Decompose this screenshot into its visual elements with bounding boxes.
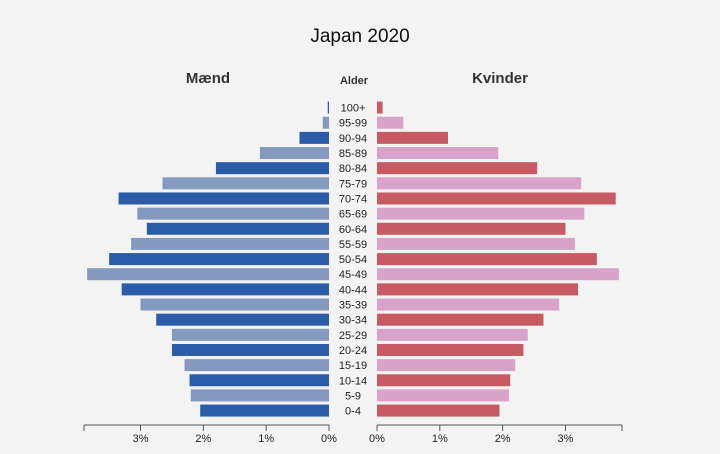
female-bar-40-44 bbox=[377, 283, 579, 296]
female-bar-50-54 bbox=[377, 253, 597, 266]
male-bar-50-54 bbox=[109, 253, 329, 266]
female-bar-20-24 bbox=[377, 343, 524, 356]
female-bar-25-29 bbox=[377, 328, 528, 341]
male-side-title: Mænd bbox=[186, 70, 230, 87]
female-tick-label-0: 0% bbox=[369, 433, 385, 445]
male-bar-30-34 bbox=[156, 313, 329, 326]
age-label-70-74: 70-74 bbox=[339, 193, 367, 205]
age-label-20-24: 20-24 bbox=[339, 345, 367, 357]
axes-group: 3% 2% 1% 0% 0% 1% 2% 3% bbox=[83, 424, 623, 445]
male-bar-60-64 bbox=[146, 222, 329, 235]
female-bar-30-34 bbox=[377, 313, 544, 326]
age-label-90-94: 90-94 bbox=[339, 133, 367, 145]
female-bar-70-74 bbox=[377, 192, 616, 205]
male-bar-0-4 bbox=[200, 404, 329, 417]
age-label-5-9: 5-9 bbox=[345, 390, 361, 402]
male-bar-45-49 bbox=[87, 268, 330, 281]
female-bar-90-94 bbox=[377, 131, 448, 144]
age-column-title: Alder bbox=[340, 75, 369, 87]
male-bar-40-44 bbox=[121, 283, 329, 296]
age-label-80-84: 80-84 bbox=[339, 163, 367, 175]
age-label-10-14: 10-14 bbox=[339, 375, 367, 387]
age-label-30-34: 30-34 bbox=[339, 315, 367, 327]
age-label-75-79: 75-79 bbox=[339, 178, 367, 190]
female-bar-85-89 bbox=[377, 147, 499, 160]
age-label-95-99: 95-99 bbox=[339, 118, 367, 130]
male-bar-95-99 bbox=[322, 116, 329, 129]
age-label-0-4: 0-4 bbox=[345, 406, 361, 418]
female-tick-label-1: 1% bbox=[432, 433, 448, 445]
age-label-50-54: 50-54 bbox=[339, 254, 367, 266]
age-labels-group: 100+ 95-99 90-94 85-89 80-84 75-79 70-74 65-69 6… bbox=[339, 103, 367, 418]
female-bar-45-49 bbox=[377, 268, 619, 281]
chart-title: Japan 2020 bbox=[310, 26, 409, 47]
bars-group bbox=[87, 101, 619, 417]
female-bar-80-84 bbox=[377, 162, 538, 175]
male-bar-65-69 bbox=[137, 207, 329, 220]
female-bar-95-99 bbox=[377, 116, 404, 129]
male-bar-10-14 bbox=[189, 374, 329, 387]
male-bar-55-59 bbox=[131, 237, 329, 250]
female-bar-75-79 bbox=[377, 177, 582, 190]
male-tick-label-1: 1% bbox=[258, 433, 274, 445]
male-bar-5-9 bbox=[190, 389, 329, 402]
male-tick-label-0: 0% bbox=[321, 433, 337, 445]
male-tick-label-2: 2% bbox=[195, 433, 211, 445]
male-bar-20-24 bbox=[171, 343, 329, 356]
female-bar-100+ bbox=[377, 101, 383, 114]
age-label-60-64: 60-64 bbox=[339, 224, 367, 236]
male-bar-25-29 bbox=[171, 328, 329, 341]
male-bar-100+ bbox=[327, 101, 329, 114]
age-label-85-89: 85-89 bbox=[339, 148, 367, 160]
male-tick-label-3: 3% bbox=[133, 433, 149, 445]
age-label-35-39: 35-39 bbox=[339, 300, 367, 312]
male-bar-85-89 bbox=[259, 147, 329, 160]
age-label-100+: 100+ bbox=[341, 103, 366, 115]
age-label-15-19: 15-19 bbox=[339, 360, 367, 372]
male-bar-80-84 bbox=[215, 162, 329, 175]
age-label-55-59: 55-59 bbox=[339, 239, 367, 251]
female-bar-55-59 bbox=[377, 237, 575, 250]
female-bar-60-64 bbox=[377, 222, 566, 235]
male-bar-90-94 bbox=[299, 131, 329, 144]
age-label-45-49: 45-49 bbox=[339, 269, 367, 281]
female-bar-15-19 bbox=[377, 359, 516, 372]
female-bar-35-39 bbox=[377, 298, 560, 311]
female-bar-5-9 bbox=[377, 389, 509, 402]
male-bar-70-74 bbox=[118, 192, 329, 205]
male-bar-75-79 bbox=[162, 177, 329, 190]
age-label-65-69: 65-69 bbox=[339, 209, 367, 221]
female-tick-label-3: 3% bbox=[558, 433, 574, 445]
female-side-title: Kvinder bbox=[472, 70, 528, 87]
age-label-40-44: 40-44 bbox=[339, 284, 367, 296]
male-bar-35-39 bbox=[140, 298, 329, 311]
female-tick-label-2: 2% bbox=[495, 433, 511, 445]
male-bar-15-19 bbox=[184, 359, 329, 372]
female-bar-0-4 bbox=[377, 404, 500, 417]
female-bar-10-14 bbox=[377, 374, 511, 387]
age-label-25-29: 25-29 bbox=[339, 330, 367, 342]
female-bar-65-69 bbox=[377, 207, 585, 220]
